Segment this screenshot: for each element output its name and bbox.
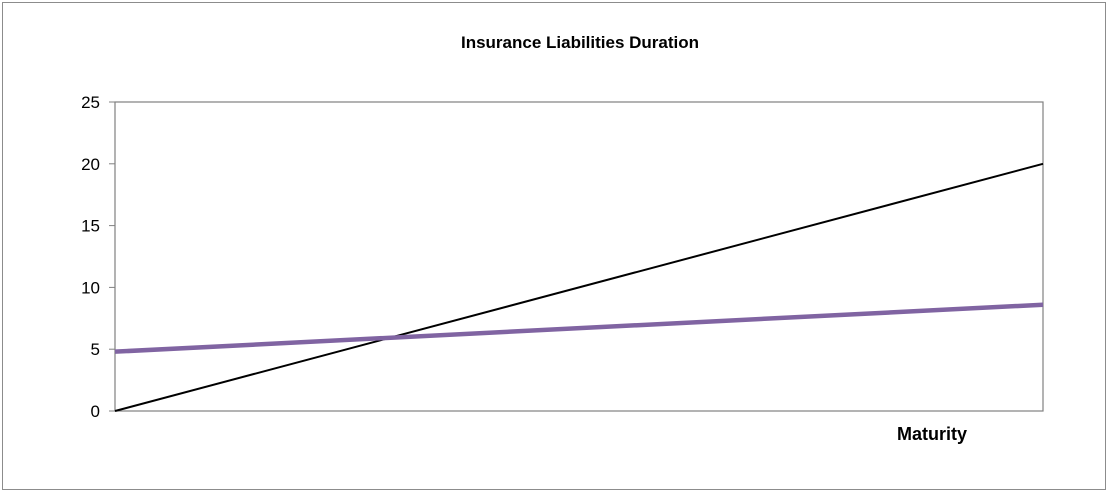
plot-area-border — [114, 101, 1044, 412]
y-tick-label: 15 — [81, 217, 100, 236]
chart-title: Insurance Liabilities Duration — [460, 33, 700, 52]
series-line-1 — [114, 162, 1044, 412]
series-line-2 — [114, 302, 1044, 354]
y-tick-label: 5 — [91, 340, 100, 359]
y-axis-ticks: 0 5 10 15 20 25 — [81, 93, 115, 421]
plot-area — [114, 101, 1044, 412]
y-tick-label: 20 — [81, 155, 100, 174]
series-layer — [114, 162, 1044, 412]
y-tick-label: 0 — [91, 402, 100, 421]
y-tick-label: 25 — [81, 93, 100, 112]
x-axis-label: Maturity — [897, 424, 968, 444]
y-tick-label: 10 — [81, 278, 100, 297]
